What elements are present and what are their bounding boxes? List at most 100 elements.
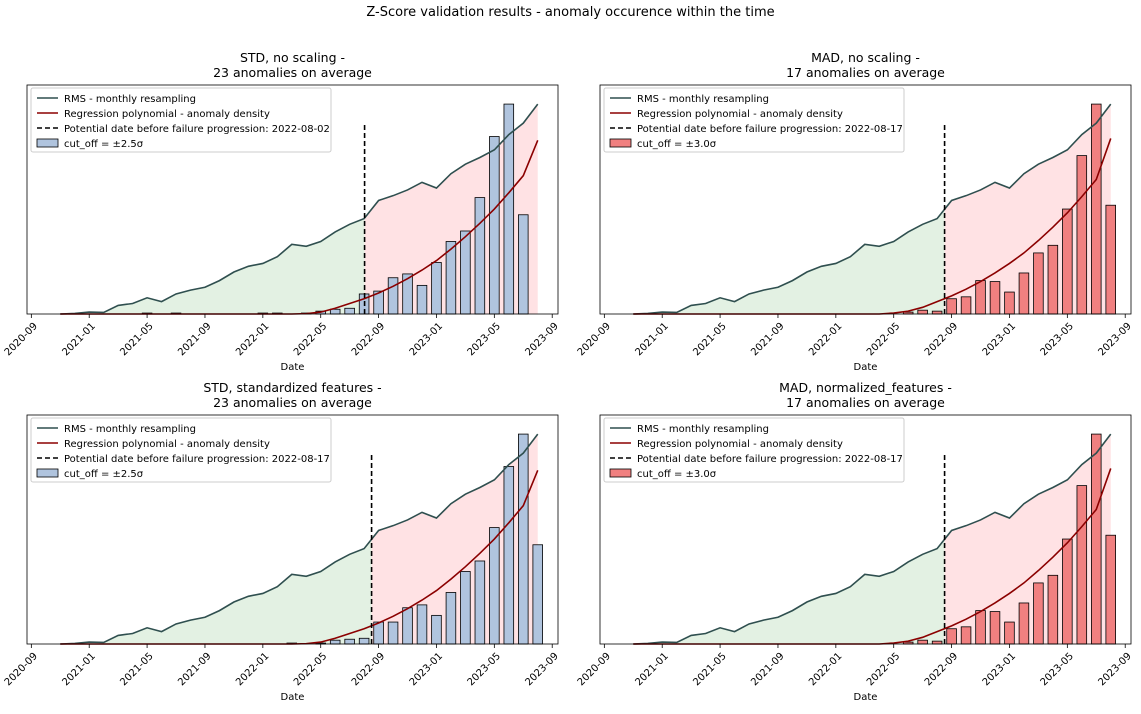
anomaly-bar — [989, 611, 1001, 645]
anomaly-bar — [917, 639, 928, 645]
anomaly-bar — [460, 571, 471, 645]
anomaly-bar — [960, 296, 972, 315]
anomaly-bar — [387, 277, 399, 315]
legend-box — [30, 417, 332, 483]
x-tick-label: 2023-05 — [466, 651, 503, 688]
chart-title-line-2: 17 anomalies on average — [786, 395, 945, 410]
chart-svg: MAD, normalized_features -17 anomalies o… — [576, 380, 1134, 703]
x-tick-label: 2021-01 — [634, 321, 671, 358]
legend-entry-label: Potential date before failure progressio… — [64, 124, 330, 135]
x-tick-label: 2023-05 — [466, 321, 503, 358]
x-tick-label: 2021-05 — [118, 651, 155, 688]
x-tick-label: 2021-01 — [61, 651, 98, 688]
anomaly-bar — [518, 433, 529, 645]
x-tick-label: 2022-05 — [865, 321, 902, 358]
anomaly-bar — [1004, 621, 1015, 645]
area-before-failure — [60, 539, 372, 644]
legend-bar-swatch — [609, 468, 632, 478]
anomaly-bar — [503, 466, 515, 645]
x-tick-label: 2023-05 — [1039, 651, 1076, 688]
plot-frame — [26, 84, 559, 315]
x-tick-label: 2020-09 — [3, 651, 40, 688]
legend-entry-label: cut_off = ±2.5σ — [64, 139, 144, 150]
x-tick-label: 2022-01 — [807, 321, 844, 358]
anomaly-bar — [460, 230, 471, 315]
anomaly-bar — [946, 298, 957, 315]
x-tick-label: 2021-05 — [691, 651, 728, 688]
anomaly-bar — [373, 621, 384, 645]
plot-frame — [26, 414, 559, 645]
anomaly-bar — [1105, 534, 1116, 645]
x-tick-label: 2021-09 — [176, 651, 213, 688]
x-tick-label: 2022-09 — [923, 651, 960, 688]
x-tick-label: 2022-05 — [292, 651, 329, 688]
x-tick-label: 2021-05 — [691, 321, 728, 358]
chart-svg: MAD, no scaling -17 anomalies on average… — [576, 50, 1134, 373]
x-tick-label: 2023-01 — [981, 651, 1018, 688]
anomaly-bar — [1105, 204, 1116, 315]
x-axis-label: Date — [281, 692, 305, 703]
legend-entry-label: RMS - monthly resampling — [64, 424, 196, 435]
rms-line — [633, 433, 1112, 645]
x-tick-label: 2022-09 — [923, 321, 960, 358]
chart-panel-mad-normalized: MAD, normalized_features -17 anomalies o… — [573, 370, 1134, 710]
plot-frame — [599, 414, 1132, 645]
anomaly-bar — [931, 640, 943, 645]
legend-entry-label: RMS - monthly resampling — [64, 94, 196, 105]
anomaly-bar — [960, 626, 972, 645]
anomaly-bar — [474, 560, 486, 645]
x-tick-label: 2021-01 — [634, 651, 671, 688]
anomaly-bar — [975, 280, 986, 315]
x-tick-label: 2022-01 — [234, 321, 271, 358]
anomaly-bar — [989, 281, 1001, 315]
x-tick-label: 2022-09 — [350, 321, 387, 358]
anomaly-bar — [1076, 155, 1088, 315]
anomaly-bar — [1004, 291, 1015, 315]
anomaly-bar — [489, 527, 500, 645]
anomaly-bar — [402, 607, 413, 645]
area-before-failure — [633, 209, 945, 314]
x-axis-label: Date — [854, 692, 878, 703]
anomaly-bar — [445, 592, 457, 645]
figure-title: Z-Score validation results - anomaly occ… — [366, 5, 775, 20]
anomaly-bar — [344, 307, 355, 315]
legend-bar-swatch — [609, 138, 632, 148]
x-tick-label: 2021-01 — [61, 321, 98, 358]
legend-bar-swatch — [36, 468, 59, 478]
anomaly-bar — [1033, 252, 1044, 315]
rms-line — [60, 433, 539, 645]
chart-title-line-2: 23 anomalies on average — [213, 65, 372, 80]
chart-title-line-1: STD, no scaling - — [240, 50, 345, 65]
x-tick-label: 2023-09 — [524, 651, 561, 688]
legend-entry-label: Potential date before failure progressio… — [637, 454, 903, 465]
legend-box — [603, 87, 905, 153]
x-axis-label: Date — [854, 362, 878, 373]
anomaly-bar — [1047, 244, 1059, 315]
x-tick-label: 2021-05 — [118, 321, 155, 358]
anomaly-bar — [1033, 582, 1044, 645]
x-tick-label: 2021-09 — [749, 651, 786, 688]
area-before-failure — [60, 217, 365, 314]
x-tick-label: 2023-09 — [1097, 651, 1134, 688]
legend-entry-label: Potential date before failure progressio… — [637, 124, 903, 135]
chart-title-line-2: 23 anomalies on average — [213, 395, 372, 410]
anomaly-bar — [431, 614, 442, 645]
x-tick-label: 2022-05 — [292, 321, 329, 358]
x-tick-label: 2020-09 — [3, 321, 40, 358]
x-tick-label: 2023-01 — [981, 321, 1018, 358]
chart-title-line-2: 17 anomalies on average — [786, 65, 945, 80]
anomaly-bar — [474, 197, 486, 315]
legend-entry-label: Regression polynomial - anomaly density — [64, 109, 270, 120]
legend-entry-label: Potential date before failure progressio… — [64, 454, 330, 465]
chart-panel-std-standardized: STD, standardized features -23 anomalies… — [0, 370, 561, 710]
x-tick-label: 2023-05 — [1039, 321, 1076, 358]
anomaly-bar — [1018, 602, 1030, 645]
rms-line — [60, 103, 539, 315]
x-tick-label: 2023-09 — [1097, 321, 1134, 358]
anomaly-bar — [518, 214, 529, 315]
anomaly-bar — [1091, 433, 1102, 645]
x-tick-label: 2022-05 — [865, 651, 902, 688]
anomaly-bar — [917, 309, 928, 315]
chart-panel-mad-no-scaling: MAD, no scaling -17 anomalies on average… — [573, 40, 1134, 380]
chart-title-line-1: MAD, normalized_features - — [779, 380, 952, 395]
